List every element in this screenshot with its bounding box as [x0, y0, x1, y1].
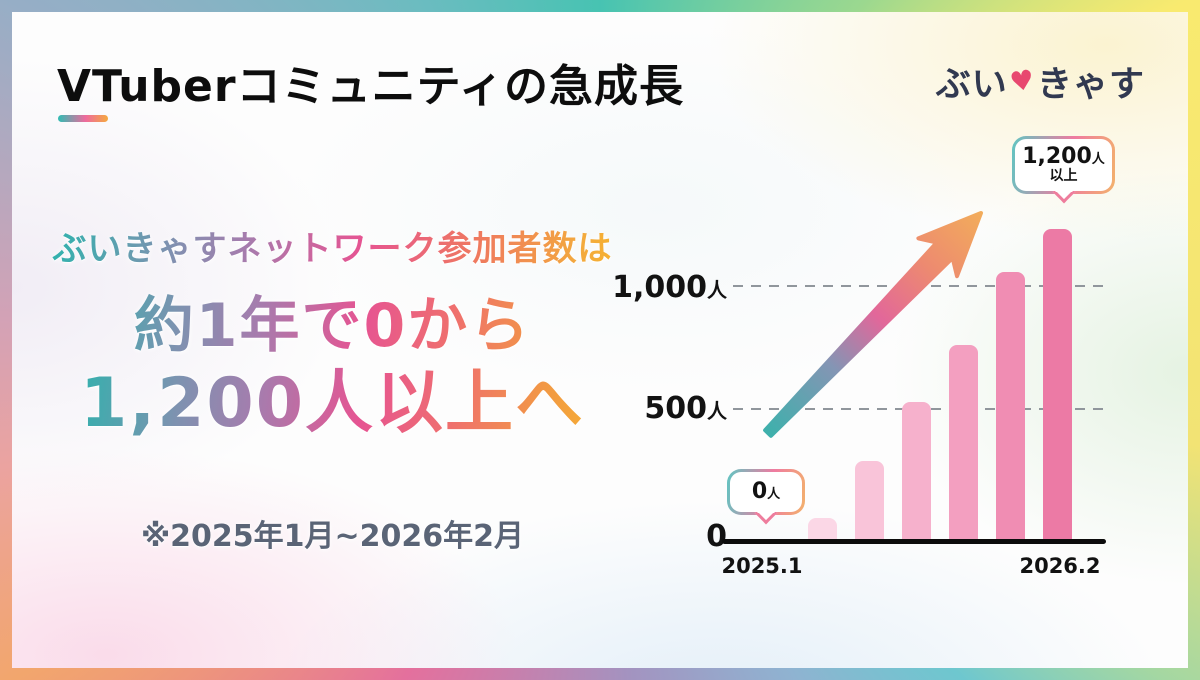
bar	[902, 402, 931, 542]
x-axis-line	[722, 539, 1106, 544]
callout-start-tail-cover	[757, 505, 775, 513]
y-tick-500-unit: 人	[707, 399, 727, 423]
heart-icon: ♥	[1007, 64, 1038, 99]
bar	[1043, 229, 1072, 542]
footnote: ※2025年1月~2026年2月	[140, 519, 525, 554]
callout-end-body: 1,200人 以上	[1015, 139, 1112, 191]
callout-start: 0人	[727, 469, 805, 525]
card-background	[12, 12, 1188, 668]
callout-end-number: 1,200	[1022, 144, 1092, 169]
y-tick-1000-value: 1,000	[612, 270, 707, 305]
bar	[996, 272, 1025, 542]
y-tick-0: 0	[540, 520, 727, 558]
page-title: VTuberコミュニティの急成長	[57, 61, 684, 112]
headline: 約1年で0から 1,200人以上へ	[40, 290, 625, 446]
growth-arrow-icon	[763, 211, 983, 438]
callout-start-unit: 人	[767, 487, 781, 502]
headline-line1: 約1年で0から	[40, 290, 625, 362]
callout-end-tail-cover	[1055, 184, 1072, 192]
bar	[949, 345, 978, 542]
logo-text-right: きゃす	[1036, 65, 1145, 105]
brand-logo: ぶい ♥ きゃす	[936, 56, 1145, 107]
lead-text: ぶいきゃすネットワーク参加者数は	[40, 221, 625, 270]
callout-end-suffix: 以上	[1049, 168, 1078, 184]
x-label-end: 2026.2	[1019, 554, 1101, 578]
y-tick-500: 500人	[540, 392, 727, 430]
bar-group	[808, 229, 1072, 542]
callout-start-number: 0	[751, 479, 768, 504]
headline-line2: 1,200人以上へ	[40, 362, 625, 446]
y-tick-0-value: 0	[706, 519, 727, 554]
callout-end: 1,200人 以上	[1012, 136, 1115, 204]
y-tick-500-value: 500	[644, 391, 707, 426]
bar	[855, 461, 884, 542]
bar	[808, 518, 837, 542]
title-underline	[58, 115, 108, 122]
x-label-start: 2025.1	[721, 554, 803, 578]
logo-text-left: ぶい	[935, 65, 1008, 105]
y-tick-1000: 1,000人	[540, 271, 727, 309]
callout-end-unit: 人	[1091, 152, 1105, 167]
y-tick-1000-unit: 人	[707, 278, 727, 302]
